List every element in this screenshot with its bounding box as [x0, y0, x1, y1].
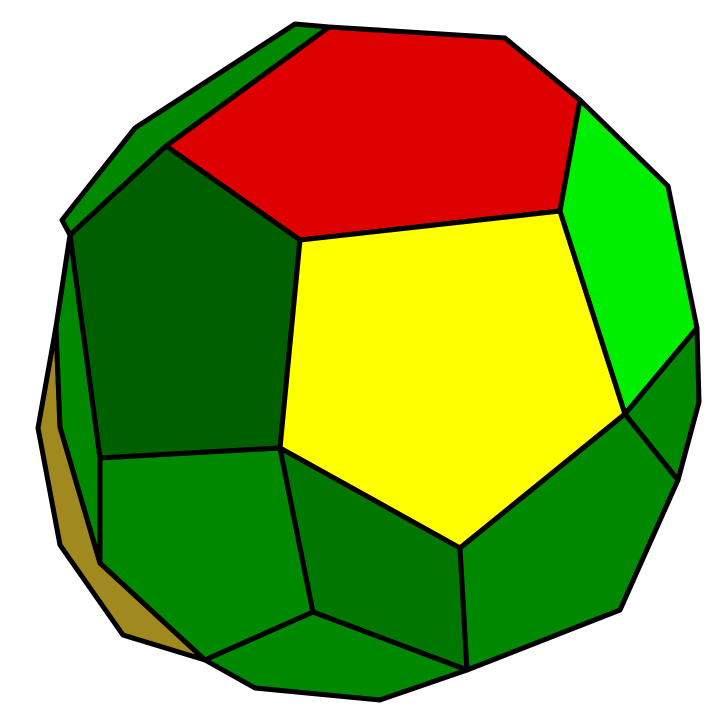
- polyhedron-diagram: [0, 0, 716, 720]
